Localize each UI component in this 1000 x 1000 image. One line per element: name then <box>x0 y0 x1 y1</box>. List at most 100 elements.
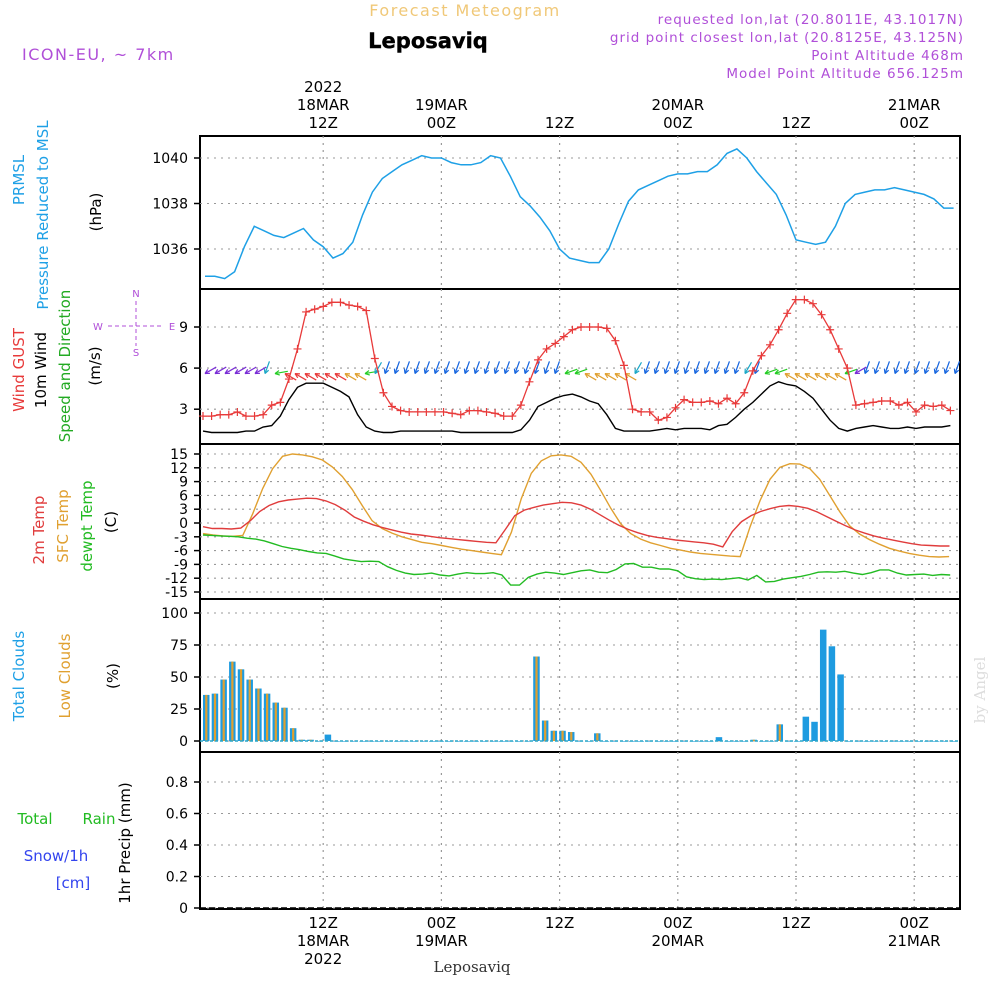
top-tick-label: 00Z <box>427 114 456 132</box>
wind-gust-point <box>577 323 585 331</box>
ytick-clouds: 0 <box>179 734 188 750</box>
total-clouds-bar <box>620 741 627 742</box>
wind-arrow-shaft <box>674 361 681 374</box>
ytick-temp: -12 <box>165 571 188 587</box>
temp2m-line <box>202 497 950 548</box>
wind-arrow-shaft <box>954 361 961 374</box>
wind-arrow <box>334 372 347 381</box>
wind-arrow-head <box>473 368 480 375</box>
wind-arrow-shaft <box>284 373 297 381</box>
wind-arrow <box>204 366 217 375</box>
ytick-temp: 6 <box>179 488 188 504</box>
wind-arrow-shaft <box>704 361 711 374</box>
ytick-temp: 15 <box>170 447 188 463</box>
compass-west: W <box>93 322 103 333</box>
wind-gust-point <box>602 324 611 333</box>
wind-arrow <box>854 366 867 375</box>
low-clouds-bar <box>274 702 277 741</box>
snow-label: Snow/1h <box>24 847 89 865</box>
top-tick-label: 2022 <box>304 78 342 96</box>
bottom-tick-label: 12Z <box>309 914 338 932</box>
wind-gust-point <box>491 409 500 418</box>
ytick-pressure: 1038 <box>152 197 188 213</box>
temp-labels: 2m Temp SFC Temp dewpt Temp (C) <box>30 480 120 571</box>
wind-gust-point <box>542 344 551 353</box>
ytick-precip: 0.8 <box>166 775 188 791</box>
wind-arrow-shaft <box>934 361 941 374</box>
total-clouds-bar <box>646 741 653 742</box>
wind-arrow-shaft <box>224 366 237 375</box>
temp2m-label: 2m Temp <box>30 496 48 565</box>
prmsl-label: PRMSL <box>10 154 28 205</box>
total-clouds-bar <box>819 629 827 741</box>
wind-gust-point <box>224 410 233 419</box>
wind-arrow-head <box>703 368 710 375</box>
wind-arrow-shaft <box>844 368 858 375</box>
wind-gust-point <box>216 410 225 419</box>
low-clouds-bar <box>292 728 295 741</box>
wind-arrow <box>953 361 961 375</box>
wind-arrow <box>733 361 741 375</box>
wind-arrow-shaft <box>324 373 337 381</box>
bottom-tick-label: 00Z <box>663 914 692 932</box>
wind-gust-point <box>748 366 757 375</box>
wind-gust-point <box>310 305 319 314</box>
wind-arrow-shaft <box>454 361 461 374</box>
wind-gust-point <box>886 396 895 405</box>
wind-arrow-head <box>723 368 730 375</box>
wind-arrow <box>584 372 597 381</box>
wind-gust-point <box>757 351 766 360</box>
dewpt-line <box>202 534 951 586</box>
wind-arrow <box>574 368 588 375</box>
total-clouds-bar <box>585 741 592 742</box>
wind-gust-point <box>731 399 740 408</box>
bottom-tick-label: 19MAR <box>415 932 468 950</box>
top-tick-label: 00Z <box>663 114 692 132</box>
wind-gust-point <box>723 394 732 403</box>
wind-arrow-head <box>453 368 460 375</box>
wind-arrow-shaft <box>404 361 411 374</box>
wind-gust-point <box>766 340 774 349</box>
wind-arrow-shaft <box>664 361 671 374</box>
wind-arrow-head <box>513 368 520 375</box>
wind-gust-point <box>336 298 345 307</box>
wind-gust-point <box>516 401 525 410</box>
pressure-line <box>205 148 954 280</box>
wind-gust-point <box>534 355 543 364</box>
wind-arrow-head <box>604 372 611 379</box>
wind-arrow-shaft <box>344 373 357 381</box>
wind-arrow-shaft <box>564 368 578 375</box>
footer-location: Leposaviq <box>434 958 511 976</box>
wind-arrow <box>673 361 681 375</box>
clouds-labels: Total Clouds Low Clouds (%) <box>10 631 122 723</box>
bottom-tick-label: 18MAR <box>297 932 350 950</box>
ytick-clouds: 25 <box>170 702 188 718</box>
wind-arrow-head <box>483 368 490 375</box>
wind-gust-point <box>929 402 938 411</box>
top-tick-label: 20MAR <box>651 96 704 114</box>
wind-arrow <box>873 361 881 375</box>
wind-arrow-head <box>254 369 261 375</box>
wind-arrow-shaft <box>534 361 541 374</box>
wind-gust-point <box>705 396 714 405</box>
low-clouds-bar <box>561 730 564 741</box>
wind-gust-point <box>791 295 800 304</box>
clouds-unit: (%) <box>104 663 122 689</box>
wind-arrow-head <box>814 372 821 379</box>
wind-gust-point <box>207 412 216 421</box>
total-clouds-bar <box>489 741 497 742</box>
wind-gust-point <box>903 398 912 407</box>
low-clouds-label: Low Clouds <box>56 633 74 718</box>
wind-arrow-head <box>794 372 801 379</box>
total-clouds-bar <box>411 741 419 742</box>
wind-arrow-shaft <box>304 373 317 381</box>
wind-arrow <box>663 361 671 375</box>
wind-arrow-head <box>744 368 750 375</box>
wind-arrow-head <box>244 369 251 375</box>
product-title: Forecast Meteogram <box>369 1 560 20</box>
wind-arrow-head <box>413 368 420 375</box>
pressure-panel-frame <box>199 135 961 290</box>
wind-arrow <box>863 361 871 375</box>
